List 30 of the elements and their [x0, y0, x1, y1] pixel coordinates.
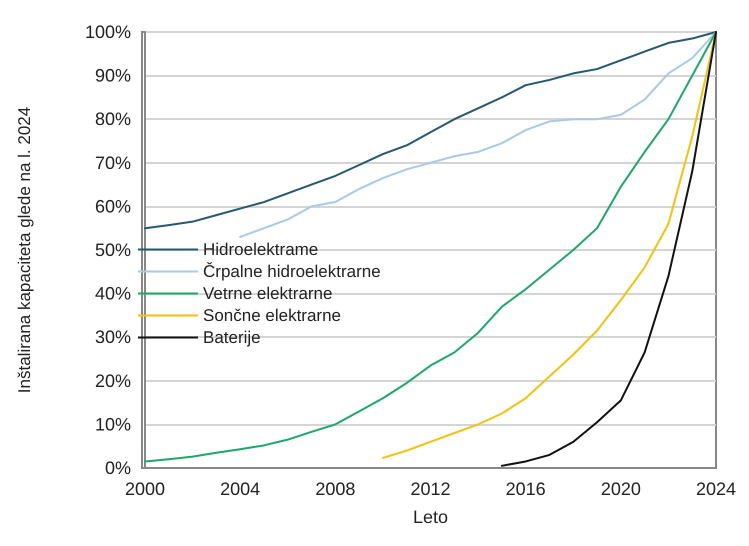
y-axis-title: Inštalirana kapaciteta glede na l. 2024 — [15, 106, 34, 394]
line-series — [239, 31, 717, 238]
x-tick-label: 2000 — [124, 479, 166, 499]
line-series — [144, 31, 717, 462]
legend-label: Vetrne elektrarne — [203, 284, 332, 303]
legend-label: Sončne elektrarne — [203, 306, 341, 325]
legend-label: Baterije — [203, 328, 261, 347]
y-tick-label: 50% — [94, 240, 131, 260]
x-tick-label: 2008 — [315, 479, 356, 499]
y-tick-label: 60% — [94, 196, 131, 216]
x-tick-label: 2016 — [506, 479, 546, 499]
legend-label: Hidroelektrame — [203, 240, 318, 259]
x-tick-label: 2004 — [220, 479, 260, 499]
y-tick-label: 0% — [104, 458, 131, 478]
y-tick-label: 80% — [94, 109, 131, 130]
x-axis-title: Leto — [412, 507, 448, 527]
line-series — [500, 31, 717, 467]
legend-label: Črpalne hidroelektrarne — [203, 262, 381, 281]
y-tick-label: 10% — [94, 414, 131, 434]
y-tick-label: 20% — [94, 370, 131, 391]
x-tick-label: 2024 — [696, 479, 736, 499]
y-tick-label: 70% — [94, 152, 131, 173]
line-series — [144, 31, 717, 230]
x-tick-label: 2012 — [410, 479, 451, 499]
x-tick-label: 2020 — [600, 479, 641, 499]
y-tick-label: 100% — [84, 22, 131, 42]
y-tick-label: 90% — [94, 66, 131, 86]
y-tick-label: 30% — [94, 327, 131, 348]
y-tick-label: 40% — [94, 284, 131, 304]
line-series — [382, 31, 717, 459]
